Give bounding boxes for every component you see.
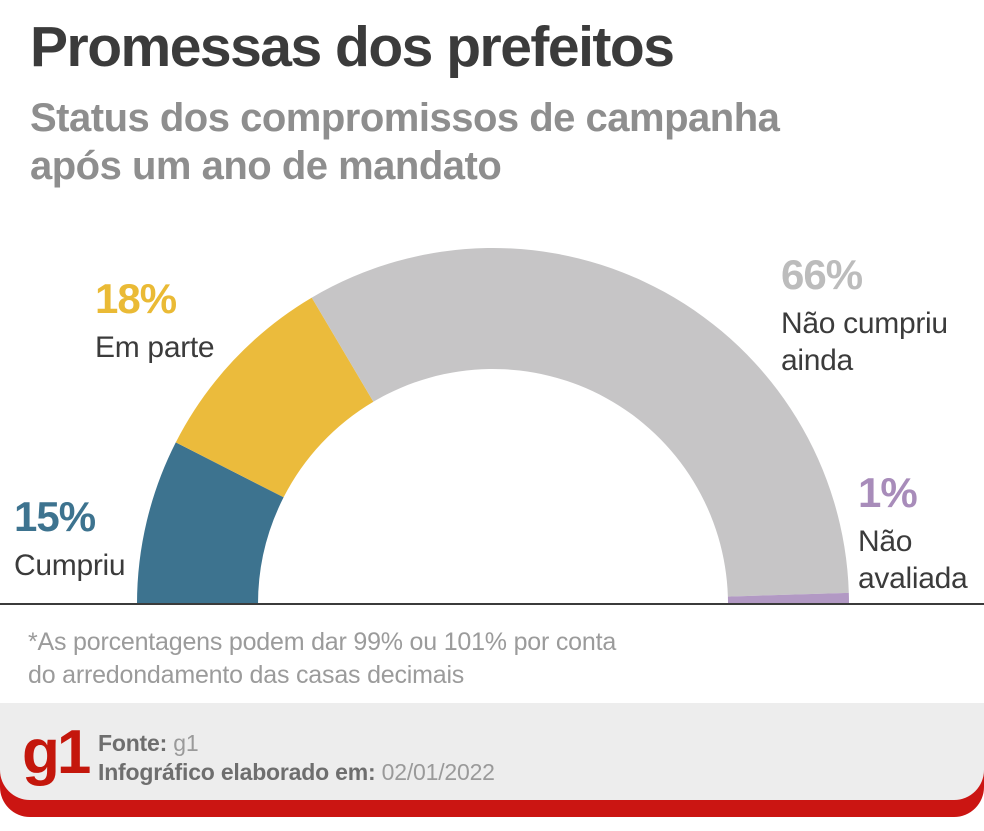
date-label: Infográfico elaborado em: <box>98 759 376 785</box>
label-cumpriu: 15% Cumpriu <box>14 493 126 584</box>
slice-value: 1% <box>858 469 918 516</box>
slice-não-cumpriu-ainda <box>311 248 849 597</box>
half-donut-chart <box>0 248 984 605</box>
slice-name: Cumpriu <box>14 549 126 582</box>
source-label: Fonte: <box>98 730 168 756</box>
slice-name: Não avaliada <box>858 525 968 595</box>
source-line: Fonte: g1 <box>98 729 495 758</box>
footnote-line-2: do arredondamento das casas decimais <box>28 661 465 689</box>
date-line: Infográfico elaborado em: 02/01/2022 <box>98 758 495 787</box>
source-value: g1 <box>173 730 199 756</box>
g1-logo: g1 <box>22 718 91 787</box>
slice-cumpriu <box>137 442 284 604</box>
footer-panel <box>0 703 984 800</box>
subtitle-line-2: após um ano de mandato <box>30 144 502 188</box>
page-subtitle: Status dos compromissos de campanha após… <box>30 94 780 190</box>
donut-slices <box>137 248 849 604</box>
subtitle-line-1: Status dos compromissos de campanha <box>30 96 780 140</box>
slice-name: Em parte <box>95 331 215 364</box>
slice-value: 66% <box>781 251 863 298</box>
slice-value: 18% <box>95 275 177 322</box>
date-value: 02/01/2022 <box>381 759 495 785</box>
footnote: *As porcentagens podem dar 99% ou 101% p… <box>28 626 616 692</box>
label-em-parte: 18% Em parte <box>95 275 215 366</box>
footnote-line-1: *As porcentagens podem dar 99% ou 101% p… <box>28 628 617 656</box>
page-title: Promessas dos prefeitos <box>30 15 675 79</box>
slice-value: 15% <box>14 493 96 540</box>
slice-name: Não cumpriu ainda <box>781 307 948 377</box>
label-nao-avaliada: 1% Não avaliada <box>858 472 984 597</box>
slice-não-avaliada <box>727 592 849 604</box>
slice-em-parte <box>175 297 374 498</box>
label-nao-cumpriu-ainda: 66% Não cumpriu ainda <box>781 254 984 379</box>
footer-credits: Fonte: g1 Infográfico elaborado em: 02/0… <box>98 729 495 787</box>
